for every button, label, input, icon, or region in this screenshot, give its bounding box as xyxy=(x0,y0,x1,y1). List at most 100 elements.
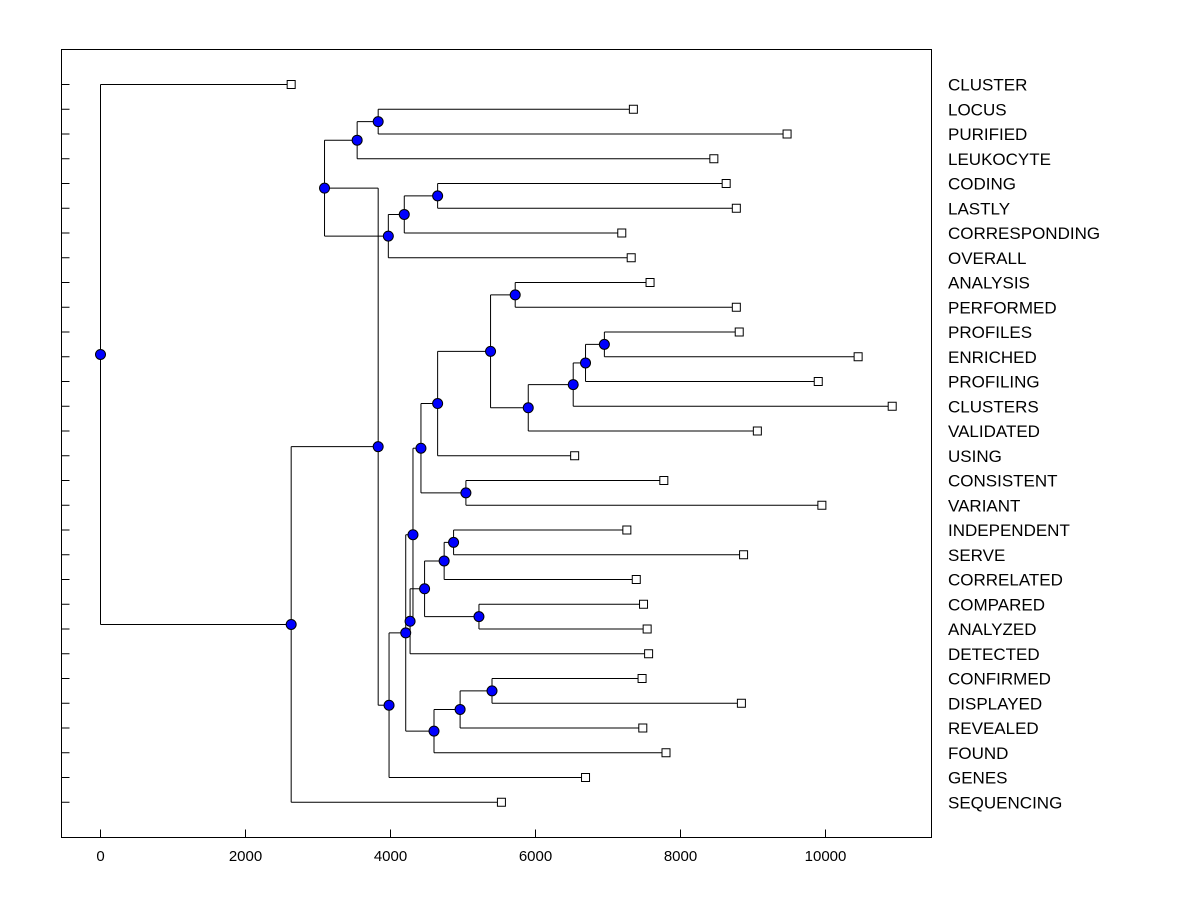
merge-node xyxy=(460,487,472,499)
merge-node xyxy=(419,583,431,595)
leaf-label: SEQUENCING xyxy=(948,793,1062,812)
merge-node xyxy=(580,357,592,369)
x-tick-label: 4000 xyxy=(374,848,407,865)
leaf-label: PURIFIED xyxy=(948,125,1027,144)
x-tick-labels: 0 2000 4000 6000 8000 10000 xyxy=(96,848,846,865)
leaf-marker xyxy=(731,302,741,312)
leaf-marker xyxy=(642,624,652,634)
leaf-marker xyxy=(659,476,669,485)
merge-node xyxy=(382,230,394,242)
leaf-label: DETECTED xyxy=(948,645,1040,664)
merge-node xyxy=(522,402,534,414)
leaf-marker xyxy=(581,773,591,782)
leaf-marker xyxy=(734,327,744,337)
leaf-marker xyxy=(731,203,741,213)
x-tick-label: 6000 xyxy=(519,848,552,865)
leaf-marker xyxy=(626,253,636,263)
merge-node xyxy=(372,441,384,453)
merge-node xyxy=(598,338,610,350)
merge-node xyxy=(400,627,412,639)
leaf-label: CORRELATED xyxy=(948,571,1063,590)
x-tick-label: 2000 xyxy=(229,848,262,865)
leaf-marker xyxy=(736,698,746,708)
merge-node xyxy=(509,289,521,301)
leaf-label: VALIDATED xyxy=(948,422,1040,441)
leaf-marker xyxy=(570,451,580,461)
node-markers xyxy=(95,116,610,737)
leaf-label: REVEALED xyxy=(948,719,1039,738)
merge-node xyxy=(485,345,497,357)
merge-node xyxy=(407,529,419,541)
x-tick-marks xyxy=(100,829,826,838)
leaf-marker xyxy=(739,550,749,560)
leaf-label: CODING xyxy=(948,175,1016,194)
leaf-label: VARIANT xyxy=(948,496,1020,515)
x-tick-label: 8000 xyxy=(664,848,697,865)
leaf-marker xyxy=(782,129,792,139)
merge-node xyxy=(454,703,466,715)
leaf-marker xyxy=(813,377,823,386)
leaf-label: INDEPENDENT xyxy=(948,521,1070,540)
merge-node xyxy=(351,134,363,146)
leaf-marker xyxy=(721,179,731,188)
leaf-marker xyxy=(644,649,654,659)
leaf-label: COMPARED xyxy=(948,595,1045,614)
leaf-marker xyxy=(286,80,296,89)
leaf-label: CORRESPONDING xyxy=(948,224,1100,243)
x-tick-label: 0 xyxy=(96,848,104,865)
leaf-label: CONSISTENT xyxy=(948,472,1058,491)
merge-node xyxy=(486,685,498,697)
leaf-label: DISPLAYED xyxy=(948,694,1042,713)
merge-node xyxy=(383,699,395,711)
x-tick-label: 10000 xyxy=(805,848,847,865)
leaf-label: ANALYZED xyxy=(948,620,1037,639)
merge-node xyxy=(432,190,444,202)
dendrogram-links xyxy=(100,84,893,803)
leaf-label: OVERALL xyxy=(948,249,1026,268)
leaf-label: PERFORMED xyxy=(948,298,1057,317)
leaf-label: CONFIRMED xyxy=(948,670,1051,689)
leaf-markers xyxy=(286,80,897,807)
leaf-labels: CLUSTER LOCUS PURIFIED LEUKOCYTE CODING LASTL… xyxy=(948,76,1100,813)
merge-node xyxy=(95,348,106,360)
leaf-marker xyxy=(617,228,627,238)
leaf-marker xyxy=(709,154,719,164)
leaf-marker xyxy=(817,500,827,510)
leaf-marker xyxy=(631,575,641,584)
leaf-label: CLUSTER xyxy=(948,76,1027,95)
leaf-marker xyxy=(661,748,671,758)
leaf-marker xyxy=(637,674,647,683)
leaf-marker xyxy=(622,525,632,535)
leaf-label: ANALYSIS xyxy=(948,274,1030,293)
merge-node xyxy=(567,379,579,391)
merge-node xyxy=(398,208,410,220)
merge-node xyxy=(448,536,460,548)
leaf-label: LASTLY xyxy=(948,199,1010,218)
merge-node xyxy=(285,618,297,630)
merge-node xyxy=(428,725,440,737)
leaf-marker xyxy=(853,352,863,362)
leaf-label: PROFILING xyxy=(948,373,1040,392)
merge-node xyxy=(319,182,331,194)
leaf-label: CLUSTERS xyxy=(948,397,1039,416)
leaf-marker xyxy=(496,797,506,807)
leaf-label: FOUND xyxy=(948,744,1008,763)
merge-node xyxy=(473,611,485,623)
leaf-label: USING xyxy=(948,447,1002,466)
merge-node xyxy=(415,442,427,454)
leaf-marker xyxy=(628,104,638,114)
leaf-marker xyxy=(752,426,762,436)
leaf-label: ENRICHED xyxy=(948,348,1037,367)
leaf-label: GENES xyxy=(948,769,1008,788)
y-tick-marks xyxy=(61,84,70,803)
leaf-label: PROFILES xyxy=(948,323,1032,342)
merge-node xyxy=(432,398,444,410)
leaf-marker xyxy=(639,599,649,609)
merge-node xyxy=(372,116,384,128)
leaf-marker xyxy=(638,723,648,733)
leaf-marker xyxy=(887,401,897,411)
leaf-label: SERVE xyxy=(948,546,1005,565)
merge-node xyxy=(438,555,450,567)
plot-frame xyxy=(61,49,932,838)
